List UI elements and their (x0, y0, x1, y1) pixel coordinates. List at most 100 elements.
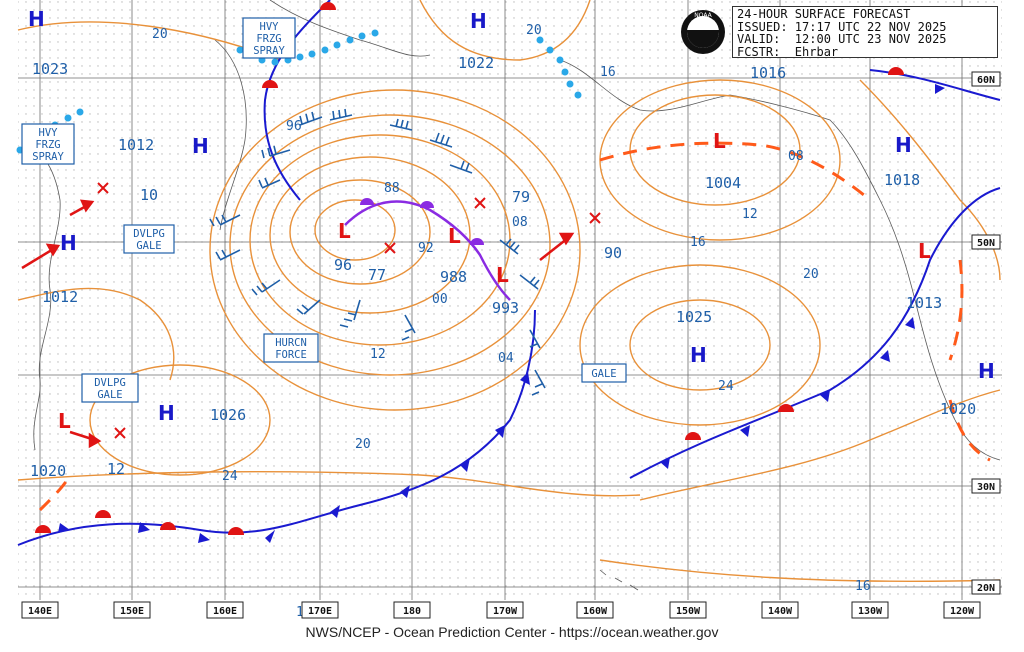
pressure-label: 77 (368, 266, 386, 284)
svg-text:GALE: GALE (136, 240, 161, 252)
warm-front-north (869, 67, 1001, 101)
pressure-label: 24 (718, 379, 734, 394)
lon-label: 140W (761, 601, 799, 619)
pressure-labels: 1023 1022 1016 1012 1012 10 1004 1018 96… (30, 23, 976, 620)
lat-label: 60N (971, 71, 1001, 87)
lon-label: 170E (301, 601, 339, 619)
pressure-label: 90 (604, 244, 622, 262)
svg-text:30N: 30N (977, 482, 995, 493)
low-center-3: L (496, 263, 509, 287)
low-center-2: L (448, 224, 461, 248)
pressure-label: 10 (140, 186, 158, 204)
high-center-8: H (978, 359, 995, 383)
pressure-label: 04 (498, 351, 514, 366)
warning-hvy-frzg-spray-ne: HVY FRZG SPRAY (242, 17, 296, 59)
pressure-label: 96 (334, 256, 352, 274)
svg-text:180: 180 (403, 606, 421, 617)
svg-text:50N: 50N (977, 238, 995, 249)
pressure-label: 1018 (884, 171, 920, 189)
pressure-label: 1012 (118, 136, 154, 154)
svg-text:140W: 140W (768, 606, 793, 617)
pressure-label: 988 (440, 268, 467, 286)
svg-text:170E: 170E (308, 606, 332, 617)
svg-text:SPRAY: SPRAY (32, 151, 64, 163)
pressure-label: 12 (370, 347, 386, 362)
cold-front-east (629, 187, 1001, 479)
high-center-4: H (60, 231, 77, 255)
svg-text:DVLPG: DVLPG (94, 377, 126, 389)
low-center-4: L (713, 129, 726, 153)
svg-text:FRZG: FRZG (35, 139, 60, 151)
pressure-label: 993 (492, 299, 519, 317)
svg-text:160W: 160W (583, 606, 608, 617)
pressure-label: 1016 (750, 64, 786, 82)
pressure-label: 20 (355, 437, 371, 452)
low-center-1: L (338, 219, 351, 243)
svg-text:130W: 130W (858, 606, 883, 617)
meridian-grid (39, 0, 963, 600)
pressure-centers: H H H H H H H H L L L L L L (28, 7, 995, 433)
lon-label: 130W (851, 601, 889, 619)
pressure-label: 12 (742, 207, 758, 222)
lon-label: 170W (486, 601, 524, 619)
lon-label: 120W (943, 601, 981, 619)
header-title: 24-HOUR SURFACE FORECAST (737, 7, 911, 21)
pressure-label: 20 (803, 267, 819, 282)
pressure-label: 1025 (676, 308, 712, 326)
high-center-7: H (158, 401, 175, 425)
svg-text:160E: 160E (213, 606, 237, 617)
lat-label: 50N (971, 234, 1001, 250)
svg-text:20N: 20N (977, 583, 995, 594)
svg-text:FRZG: FRZG (256, 33, 281, 45)
svg-text:60N: 60N (977, 75, 995, 86)
wind-barbs (209, 108, 546, 396)
low-center-6: L (58, 409, 71, 433)
latitude-axis: 60N 50N 30N 20N (971, 71, 1001, 595)
pressure-label: 24 (222, 469, 238, 484)
pressure-label: 92 (418, 241, 434, 256)
warning-hurcn-force: HURCN FORCE (263, 333, 319, 363)
pressure-label: 88 (384, 181, 400, 196)
pressure-label: 1022 (458, 54, 494, 72)
svg-text:150E: 150E (120, 606, 144, 617)
pressure-label: 12 (107, 460, 125, 478)
pressure-label: 1013 (906, 294, 942, 312)
high-center-2: H (470, 9, 487, 33)
pressure-label: 1026 (210, 406, 246, 424)
pressure-label: 16 (600, 65, 616, 80)
pressure-label: 08 (788, 149, 804, 164)
pressure-label: 1020 (30, 462, 66, 480)
x-markers (97, 182, 601, 439)
cold-front-south (17, 309, 536, 546)
svg-text:150W: 150W (676, 606, 701, 617)
svg-text:GALE: GALE (591, 368, 616, 380)
pressure-label: 79 (512, 188, 530, 206)
svg-text:GALE: GALE (97, 389, 122, 401)
high-center-3: H (192, 134, 209, 158)
lon-label: 150E (113, 601, 151, 619)
pressure-label: 20 (526, 23, 542, 38)
lon-label: 160E (206, 601, 244, 619)
high-center-6: H (690, 343, 707, 367)
noaa-logo: NOAA (681, 10, 725, 54)
pressure-label: 00 (432, 292, 448, 307)
warning-hvy-frzg-spray-w: HVY FRZG SPRAY (21, 123, 75, 165)
pressure-label: 1004 (705, 174, 741, 192)
pressure-label: 96 (286, 119, 302, 134)
svg-text:HVY: HVY (260, 21, 280, 33)
header-forecaster: FCSTR: Ehrbar (737, 44, 839, 59)
svg-text:HVY: HVY (39, 127, 59, 139)
svg-text:HURCN: HURCN (275, 337, 307, 349)
svg-text:120W: 120W (950, 606, 975, 617)
lat-label: 30N (971, 478, 1001, 494)
high-center-5: H (895, 133, 912, 157)
pressure-label: 1023 (32, 60, 68, 78)
warning-dvlpg-gale-1: DVLPG GALE (123, 224, 175, 254)
pressure-label: 16 (690, 235, 706, 250)
pressure-label: 20 (152, 27, 168, 42)
pressure-label: 1012 (42, 288, 78, 306)
lon-label: 180 (393, 601, 431, 619)
warning-gale: GALE (581, 363, 627, 383)
svg-text:140E: 140E (28, 606, 52, 617)
